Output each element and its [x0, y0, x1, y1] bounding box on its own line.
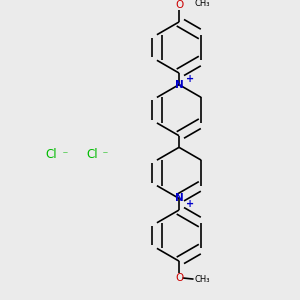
Text: O: O [175, 0, 183, 10]
Text: CH₃: CH₃ [195, 274, 211, 284]
Text: CH₃: CH₃ [195, 0, 211, 8]
Text: ⁻: ⁻ [99, 150, 109, 160]
Text: +: + [186, 199, 194, 209]
Text: +: + [186, 74, 194, 84]
Text: N: N [175, 194, 183, 203]
Text: N: N [175, 80, 183, 90]
Text: Cl: Cl [86, 148, 98, 161]
Text: Cl: Cl [46, 148, 57, 161]
Text: O: O [175, 273, 183, 283]
Text: ⁻: ⁻ [58, 150, 68, 160]
